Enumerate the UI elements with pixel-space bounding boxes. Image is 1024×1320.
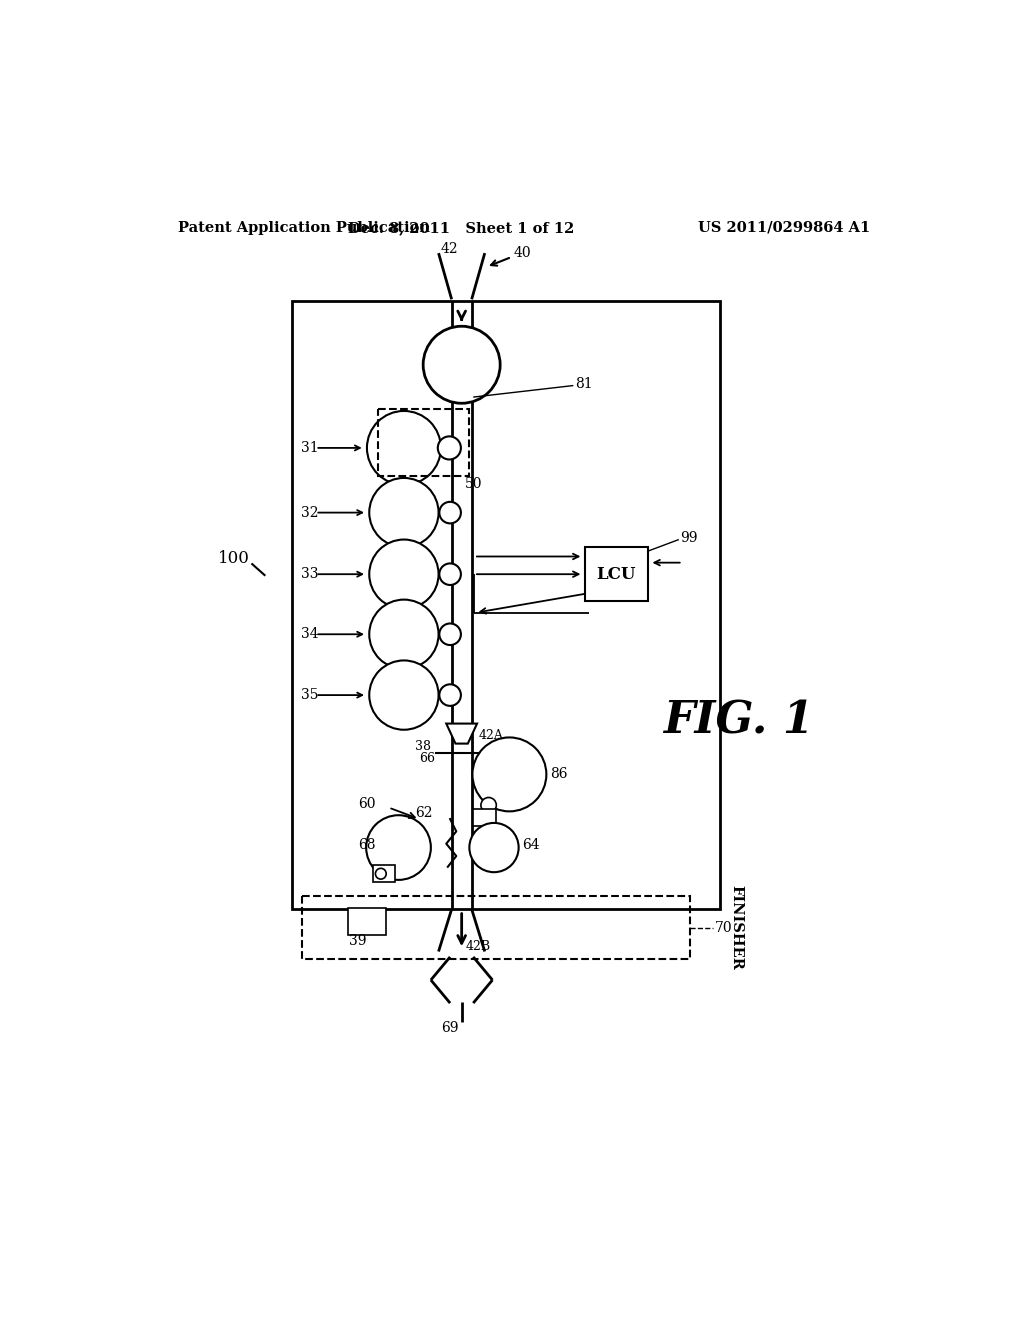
Circle shape bbox=[370, 660, 438, 730]
Text: 35: 35 bbox=[301, 688, 319, 702]
Circle shape bbox=[472, 738, 547, 812]
Text: 38: 38 bbox=[416, 741, 431, 754]
Circle shape bbox=[439, 684, 461, 706]
Bar bbox=[348, 908, 386, 935]
Text: LCU: LCU bbox=[597, 566, 636, 582]
Text: 64: 64 bbox=[521, 838, 540, 853]
Text: 99: 99 bbox=[680, 531, 697, 545]
Text: FINISHER: FINISHER bbox=[729, 886, 743, 970]
Text: 69: 69 bbox=[441, 1020, 459, 1035]
Text: 33: 33 bbox=[301, 568, 319, 581]
Text: 81: 81 bbox=[575, 378, 593, 391]
Text: 62: 62 bbox=[416, 807, 433, 820]
Circle shape bbox=[370, 478, 438, 548]
Text: 42: 42 bbox=[440, 243, 458, 256]
Circle shape bbox=[370, 540, 438, 609]
Text: US 2011/0299864 A1: US 2011/0299864 A1 bbox=[697, 220, 869, 235]
Text: 50: 50 bbox=[465, 477, 482, 491]
Text: 68: 68 bbox=[357, 838, 375, 853]
Bar bbox=[292, 301, 720, 909]
Bar bbox=[373, 866, 394, 882]
Bar bbox=[473, 809, 497, 826]
Text: FIG. 1: FIG. 1 bbox=[664, 700, 814, 742]
Circle shape bbox=[376, 869, 386, 879]
Circle shape bbox=[439, 502, 461, 523]
Text: 40: 40 bbox=[514, 246, 531, 260]
Bar bbox=[378, 409, 469, 477]
Text: 60: 60 bbox=[357, 797, 375, 810]
Text: 31: 31 bbox=[301, 441, 319, 455]
Text: 86: 86 bbox=[550, 767, 567, 781]
Circle shape bbox=[367, 411, 441, 484]
Text: 70: 70 bbox=[715, 920, 732, 935]
Text: 42A: 42A bbox=[478, 730, 504, 742]
Text: 34: 34 bbox=[301, 627, 319, 642]
Text: 39: 39 bbox=[349, 933, 367, 948]
Circle shape bbox=[370, 599, 438, 669]
Circle shape bbox=[438, 437, 461, 459]
Text: Patent Application Publication: Patent Application Publication bbox=[178, 220, 430, 235]
Circle shape bbox=[481, 797, 497, 813]
Text: 42B: 42B bbox=[466, 940, 490, 953]
Circle shape bbox=[469, 822, 518, 873]
Text: 32: 32 bbox=[301, 506, 319, 520]
Text: Dec. 8, 2011   Sheet 1 of 12: Dec. 8, 2011 Sheet 1 of 12 bbox=[348, 220, 574, 235]
Circle shape bbox=[367, 816, 431, 880]
Polygon shape bbox=[446, 723, 477, 743]
Circle shape bbox=[439, 623, 461, 645]
Text: 66: 66 bbox=[419, 752, 435, 766]
Bar bbox=[301, 896, 690, 960]
Text: 100: 100 bbox=[218, 550, 250, 568]
Bar bbox=[585, 548, 648, 601]
Circle shape bbox=[423, 326, 500, 404]
Circle shape bbox=[439, 564, 461, 585]
